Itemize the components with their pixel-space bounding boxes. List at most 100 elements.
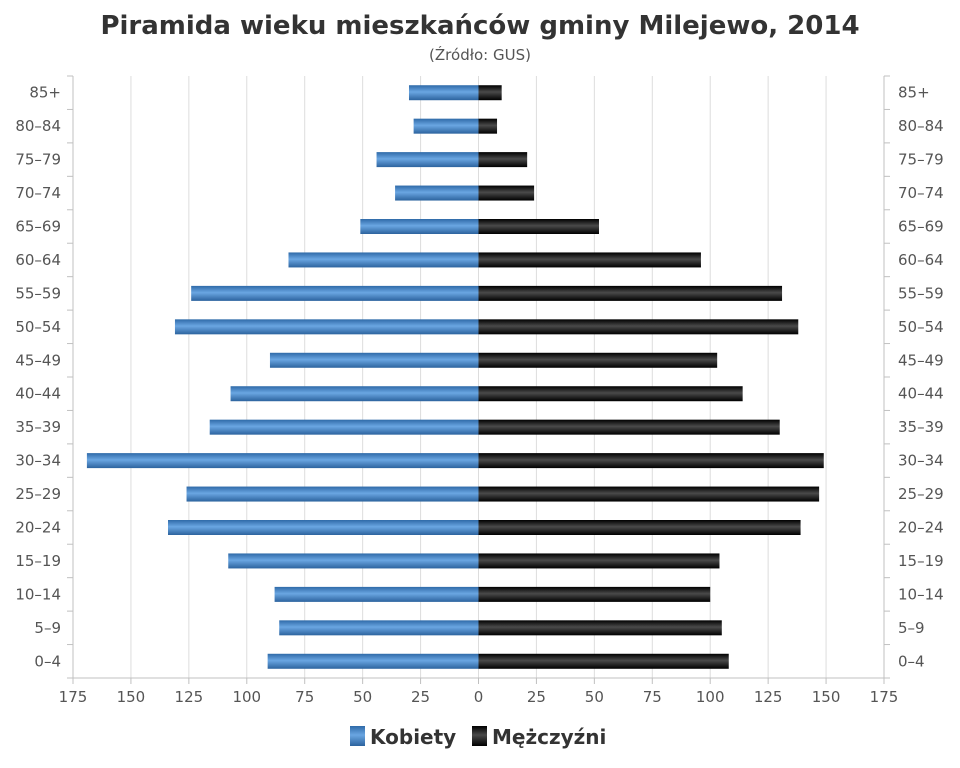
x-tick-label: 100 [696, 688, 725, 706]
bar-kobiety [228, 553, 479, 569]
chart-subtitle: (Źródło: GUS) [429, 45, 531, 64]
bar-mezczyzni [478, 352, 718, 368]
bar-kobiety [274, 586, 479, 602]
bar-kobiety [279, 620, 479, 636]
bar-mezczyzni [478, 486, 820, 502]
x-tick-label: 75 [643, 688, 662, 706]
bar-mezczyzni [478, 185, 535, 201]
category-label-right: 0–4 [898, 652, 925, 670]
legend-swatch-mezczyzni[interactable] [472, 726, 487, 746]
bar-mezczyzni [478, 419, 780, 435]
bar-mezczyzni [478, 520, 801, 535]
bar-mezczyzni [478, 285, 783, 301]
x-tick-label: 100 [232, 688, 261, 706]
grid-lines [130, 76, 827, 678]
bar-kobiety [395, 185, 479, 201]
x-tick-label: 0 [474, 688, 484, 706]
bar-mezczyzni [478, 386, 743, 402]
category-label-right: 10–14 [898, 585, 944, 603]
bar-mezczyzni [478, 553, 720, 569]
bar-kobiety [174, 319, 479, 335]
bar-kobiety [413, 118, 479, 134]
bar-mezczyzni [478, 219, 599, 234]
category-label-right: 50–54 [898, 318, 944, 336]
x-tick-label: 150 [117, 688, 146, 706]
bar-mezczyzni [478, 118, 498, 134]
bar-mezczyzni [478, 586, 711, 602]
category-label-left: 15–19 [15, 552, 61, 570]
bar-kobiety [360, 219, 479, 234]
category-label-right: 75–79 [898, 151, 944, 169]
category-label-right: 60–64 [898, 251, 944, 269]
bar-mezczyzni [478, 653, 729, 669]
category-label-right: 30–34 [898, 452, 944, 470]
category-label-right: 20–24 [898, 519, 944, 537]
category-label-right: 25–29 [898, 485, 944, 503]
x-tick-label: 25 [527, 688, 546, 706]
category-label-left: 65–69 [15, 218, 61, 236]
bar-kobiety [267, 653, 479, 669]
x-tick-label: 25 [411, 688, 430, 706]
category-label-right: 55–59 [898, 284, 944, 302]
bar-kobiety [269, 352, 479, 368]
category-label-left: 35–39 [15, 418, 61, 436]
category-label-left: 70–74 [15, 184, 61, 202]
bar-kobiety [209, 419, 479, 435]
category-label-right: 65–69 [898, 218, 944, 236]
category-label-right: 40–44 [898, 385, 944, 403]
bar-kobiety [168, 520, 479, 535]
legend-swatch-kobiety[interactable] [350, 726, 365, 746]
category-label-left: 45–49 [15, 351, 61, 369]
x-tick-label: 175 [59, 688, 88, 706]
category-label-left: 0–4 [34, 652, 61, 670]
category-label-left: 50–54 [15, 318, 61, 336]
category-label-right: 35–39 [898, 418, 944, 436]
bar-kobiety [86, 453, 479, 469]
category-label-left: 75–79 [15, 151, 61, 169]
legend-label-kobiety[interactable]: Kobiety [370, 725, 456, 749]
x-tick-label: 125 [175, 688, 204, 706]
legend[interactable]: Kobiety Mężczyźni [350, 725, 606, 749]
category-label-right: 80–84 [898, 117, 944, 135]
category-label-left: 10–14 [15, 585, 61, 603]
bar-mezczyzni [478, 620, 722, 636]
bar-mezczyzni [478, 152, 528, 168]
bars [86, 85, 824, 669]
category-label-right: 45–49 [898, 351, 944, 369]
x-tick-label: 75 [295, 688, 314, 706]
x-tick-label: 125 [754, 688, 783, 706]
category-label-left: 55–59 [15, 284, 61, 302]
chart-title: Piramida wieku mieszkańców gminy Milejew… [100, 11, 859, 41]
x-tick-label: 150 [812, 688, 841, 706]
x-tick-label: 175 [870, 688, 899, 706]
category-label-right: 5–9 [898, 619, 925, 637]
category-label-right: 85+ [898, 84, 930, 102]
category-label-right: 70–74 [898, 184, 944, 202]
bar-kobiety [230, 386, 479, 402]
bar-kobiety [288, 252, 479, 268]
category-label-left: 60–64 [15, 251, 61, 269]
bar-mezczyzni [478, 453, 824, 469]
bar-kobiety [408, 85, 479, 101]
bar-mezczyzni [478, 85, 502, 101]
bar-kobiety [186, 486, 479, 502]
bar-kobiety [191, 285, 479, 301]
category-label-left: 5–9 [34, 619, 61, 637]
legend-label-mezczyzni[interactable]: Mężczyźni [492, 725, 606, 749]
category-label-left: 25–29 [15, 485, 61, 503]
category-label-left: 40–44 [15, 385, 61, 403]
bar-mezczyzni [478, 252, 701, 268]
bar-mezczyzni [478, 319, 799, 335]
axes [67, 75, 890, 684]
x-tick-label: 50 [353, 688, 372, 706]
x-tick-labels: 175 150 125 100 75 50 25 0 25 50 75 100 125 150 175 [59, 688, 899, 706]
category-label-left: 30–34 [15, 452, 61, 470]
category-label-left: 80–84 [15, 117, 61, 135]
category-label-left: 85+ [29, 84, 61, 102]
category-label-left: 20–24 [15, 519, 61, 537]
category-labels: 0–4 0–4 5–9 5–9 10–14 10–14 15–19 15–19 20–24 20–… [15, 84, 943, 671]
x-tick-label: 50 [585, 688, 604, 706]
category-label-right: 15–19 [898, 552, 944, 570]
bar-kobiety [376, 152, 479, 168]
